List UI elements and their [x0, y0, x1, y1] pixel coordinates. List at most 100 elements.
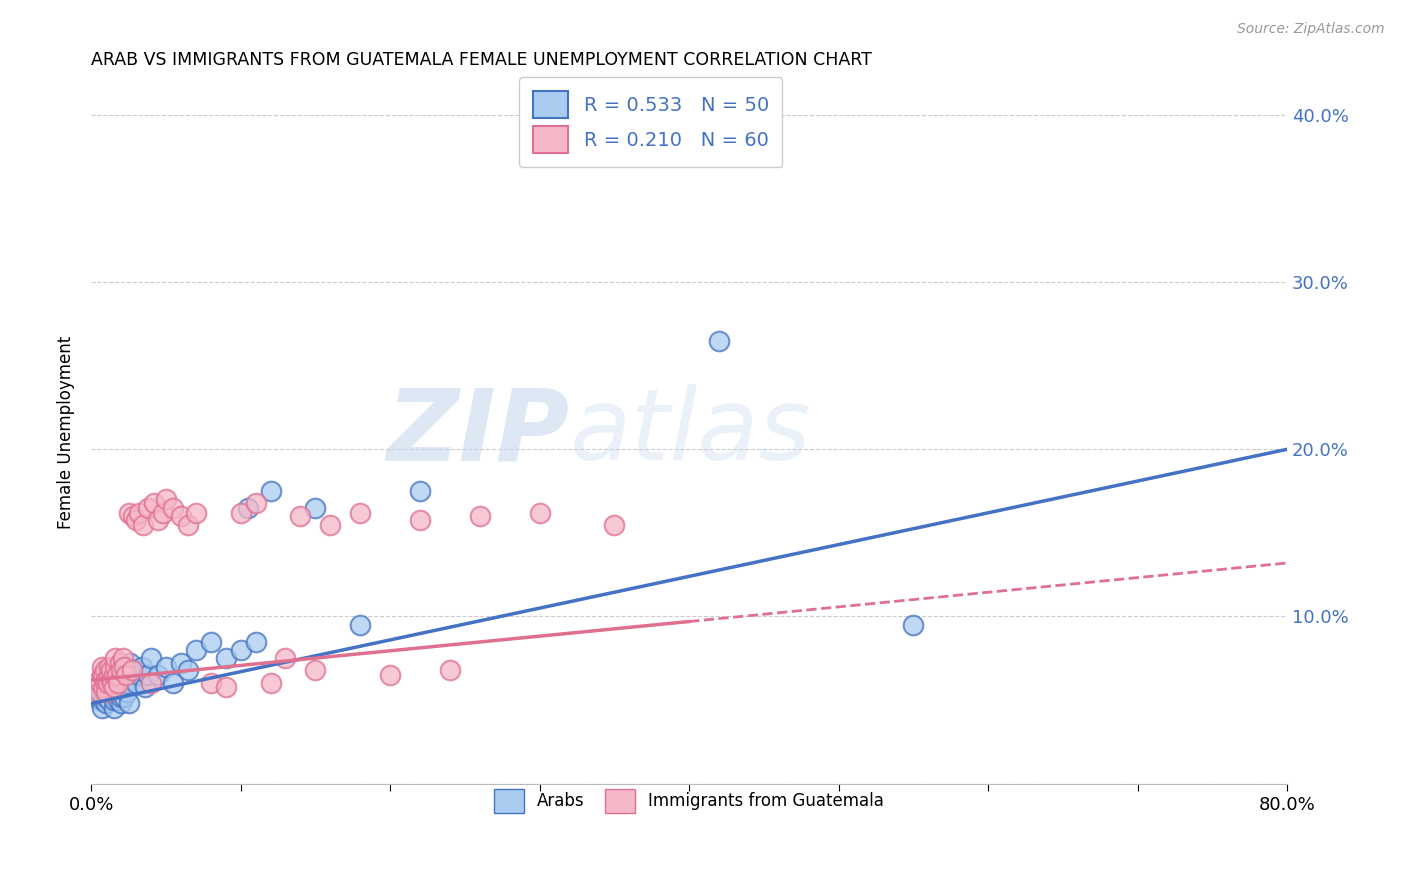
Point [93, 685, 115, 699]
Point [162, 500, 184, 515]
Point [91, 693, 114, 707]
Point [132, 517, 155, 532]
Point [439, 663, 461, 677]
Point [104, 659, 127, 673]
Point [108, 657, 131, 671]
Point [110, 663, 132, 677]
Point [245, 634, 267, 648]
Point [97, 676, 120, 690]
Point [200, 676, 222, 690]
Point [142, 496, 165, 510]
Point [94, 673, 117, 687]
Point [290, 509, 312, 524]
Point [125, 512, 148, 526]
Point [98, 668, 121, 682]
Point [100, 663, 122, 677]
Point [90, 701, 112, 715]
Point [110, 697, 132, 711]
Point [111, 668, 134, 682]
Point [148, 512, 170, 526]
Point [139, 651, 162, 665]
Point [259, 484, 281, 499]
Point [110, 690, 132, 704]
Point [136, 500, 159, 515]
Point [94, 685, 117, 699]
Point [91, 680, 114, 694]
Point [177, 663, 200, 677]
Point [319, 517, 342, 532]
Point [94, 690, 117, 704]
Point [707, 334, 730, 348]
Point [215, 680, 238, 694]
Text: Source: ZipAtlas.com: Source: ZipAtlas.com [1237, 22, 1385, 37]
Point [103, 680, 125, 694]
Point [108, 685, 131, 699]
Point [529, 506, 551, 520]
Point [152, 506, 174, 520]
Y-axis label: Female Unemployment: Female Unemployment [58, 336, 75, 529]
Point [409, 484, 432, 499]
Text: ZIP: ZIP [387, 384, 569, 481]
Point [170, 509, 193, 524]
Point [274, 651, 297, 665]
Point [117, 506, 139, 520]
Point [107, 693, 129, 707]
Text: ARAB VS IMMIGRANTS FROM GUATEMALA FEMALE UNEMPLOYMENT CORRELATION CHART: ARAB VS IMMIGRANTS FROM GUATEMALA FEMALE… [91, 51, 872, 69]
Point [409, 512, 432, 526]
Point [349, 618, 371, 632]
Point [304, 663, 326, 677]
Point [170, 657, 193, 671]
Point [903, 618, 925, 632]
Point [94, 680, 117, 694]
Point [304, 500, 326, 515]
Point [107, 668, 129, 682]
Point [118, 657, 141, 671]
Point [84, 676, 107, 690]
Point [98, 693, 121, 707]
Point [259, 676, 281, 690]
Point [468, 509, 491, 524]
Point [101, 676, 124, 690]
Point [215, 651, 238, 665]
Point [128, 668, 150, 682]
Point [105, 668, 128, 682]
Point [177, 517, 200, 532]
Point [91, 668, 114, 682]
Point [349, 506, 371, 520]
Point [112, 659, 135, 673]
Point [115, 685, 138, 699]
Point [139, 676, 162, 690]
Point [105, 676, 128, 690]
Point [110, 680, 132, 694]
Point [112, 690, 135, 704]
Point [93, 676, 115, 690]
Point [101, 676, 124, 690]
Point [90, 659, 112, 673]
Point [162, 676, 184, 690]
Point [603, 517, 626, 532]
Point [100, 685, 122, 699]
Point [184, 643, 207, 657]
Point [87, 693, 110, 707]
Point [136, 668, 159, 682]
Point [148, 668, 170, 682]
Point [122, 509, 145, 524]
Point [122, 663, 145, 677]
Point [100, 673, 122, 687]
Point [200, 634, 222, 648]
Point [89, 676, 111, 690]
Legend: Arabs, Immigrants from Guatemala: Arabs, Immigrants from Guatemala [482, 778, 896, 824]
Point [103, 701, 125, 715]
Point [245, 496, 267, 510]
Point [114, 676, 136, 690]
Point [134, 680, 156, 694]
Point [93, 663, 115, 677]
Point [184, 506, 207, 520]
Point [125, 676, 148, 690]
Point [94, 697, 117, 711]
Point [104, 685, 127, 699]
Point [103, 668, 125, 682]
Point [131, 659, 153, 673]
Point [378, 668, 401, 682]
Point [90, 668, 112, 682]
